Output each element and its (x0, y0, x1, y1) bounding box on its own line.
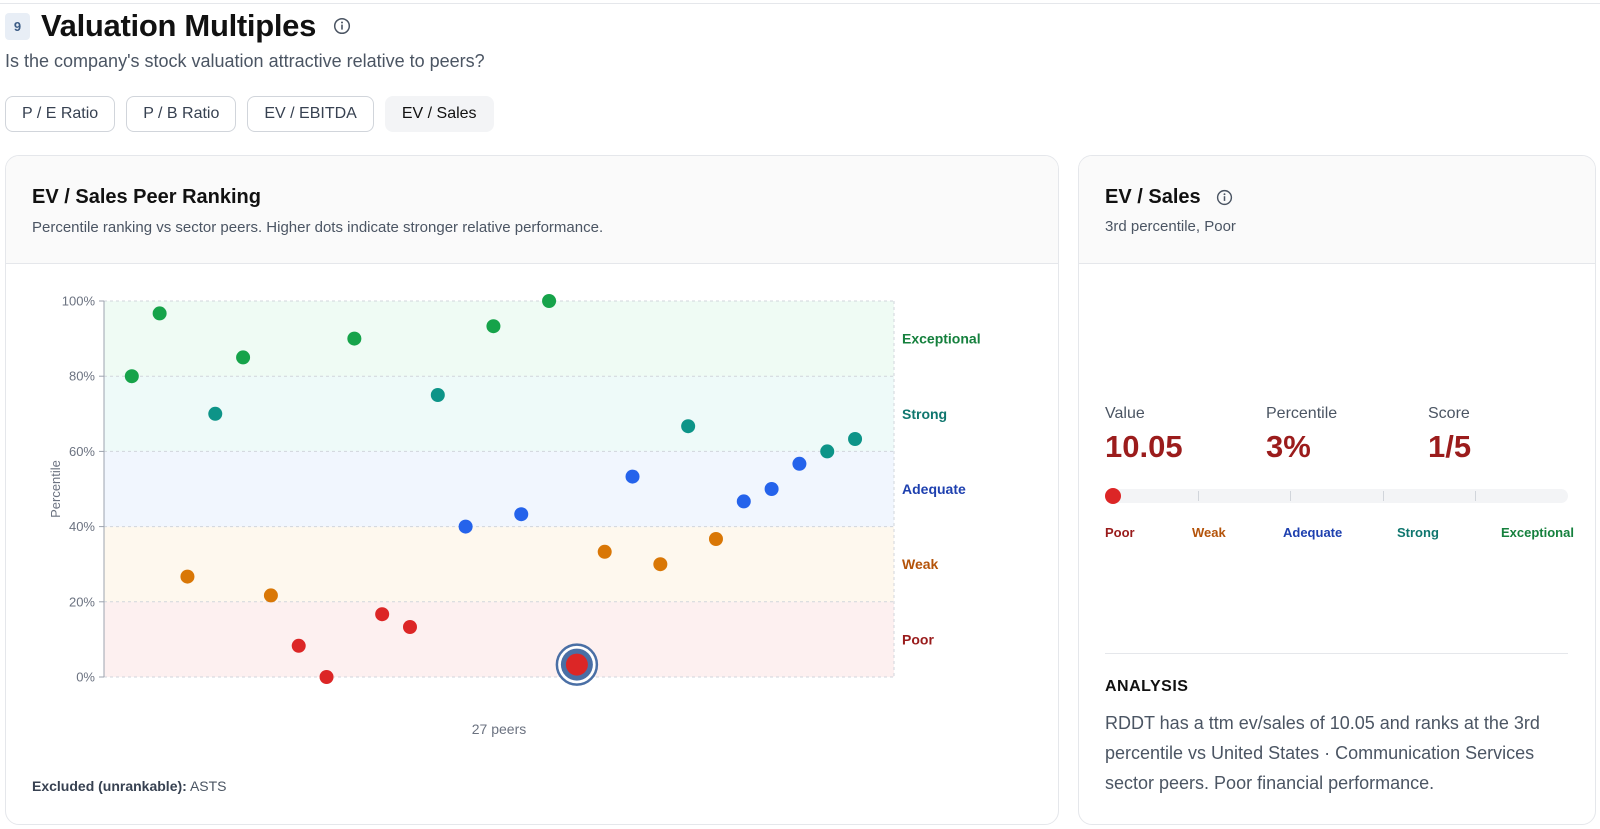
rank-label-adequate: Adequate (1283, 525, 1343, 540)
peer-dot (291, 638, 306, 653)
metric-value-number: 10.05 (1105, 429, 1183, 464)
metric-value: Value 10.05 (1105, 405, 1183, 465)
band-label-poor: Poor (902, 631, 934, 647)
metric-percentile-label: Percentile (1266, 405, 1338, 422)
peer-dot (736, 494, 751, 509)
peer-dot (486, 319, 501, 334)
x-axis-label: 27 peers (472, 721, 526, 737)
peer-dot (430, 388, 445, 402)
metric-detail-card: EV / Sales 3rd percentile, Poor Value 10… (1078, 155, 1596, 825)
metric-title-row: EV / Sales (1105, 186, 1233, 209)
y-tick-label: 60% (69, 444, 95, 459)
rank-label-strong: Strong (1397, 525, 1439, 540)
peer-ranking-description: Percentile ranking vs sector peers. High… (32, 219, 604, 236)
y-axis-label: Percentile (48, 460, 63, 518)
y-tick-label: 100% (62, 294, 96, 309)
section-number-badge: 9 (5, 12, 30, 40)
metric-score-number: 1/5 (1428, 429, 1472, 464)
tab-ev-sales[interactable]: EV / Sales (384, 96, 494, 132)
metric-percentile-number: 3% (1266, 429, 1311, 464)
tab-ev-ebitda[interactable]: EV / EBITDA (247, 96, 374, 132)
section-header: 9 Valuation Multiples (5, 8, 351, 44)
band-label-weak: Weak (902, 556, 939, 572)
peer-dot (263, 588, 278, 603)
peer-dot (597, 544, 612, 559)
section-title: Valuation Multiples (41, 8, 317, 43)
tab-pb-ratio[interactable]: P / B Ratio (126, 96, 237, 132)
metric-title: EV / Sales (1105, 186, 1201, 208)
excluded-value: ASTS (189, 778, 227, 794)
metric-value-label: Value (1105, 405, 1145, 422)
y-tick-label: 0% (76, 670, 95, 685)
metric-subtitle: 3rd percentile, Poor (1105, 218, 1236, 235)
rank-label-poor: Poor (1105, 525, 1135, 540)
peer-dot (458, 519, 473, 534)
info-icon[interactable] (1216, 189, 1233, 206)
band-label-adequate: Adequate (902, 481, 966, 497)
rank-scale-track (1105, 488, 1568, 504)
peer-dot (792, 456, 807, 471)
peer-dot (625, 469, 640, 484)
rank-scale-tick (1197, 491, 1199, 501)
peer-dot (180, 569, 195, 584)
analysis-divider (1105, 653, 1568, 654)
peer-ranking-chart: 0% 20% 40% 60% 80% 100% Percentile 27 peers Poor… (48, 294, 981, 738)
metric-score: Score 1/5 (1428, 405, 1471, 465)
rank-scale-tick (1290, 491, 1292, 501)
peer-dot (681, 419, 696, 434)
info-icon[interactable] (333, 17, 351, 35)
metric-detail-header: EV / Sales 3rd percentile, Poor (1079, 156, 1595, 264)
top-divider (0, 3, 1600, 4)
rank-scale-tick (1382, 491, 1384, 501)
y-tick-label: 20% (69, 594, 95, 609)
tab-pe-ratio[interactable]: P / E Ratio (5, 96, 116, 132)
excluded-note: Excluded (unrankable): ASTS (32, 778, 227, 794)
peer-dot (236, 350, 251, 365)
analysis-title: ANALYSIS (1105, 678, 1189, 695)
peer-ranking-header: EV / Sales Peer Ranking Percentile ranki… (6, 156, 1058, 264)
peer-dot (848, 431, 863, 446)
metric-score-label: Score (1428, 405, 1470, 422)
peer-dot (820, 444, 835, 459)
metric-tabs: P / E Ratio P / B Ratio EV / EBITDA EV /… (5, 96, 494, 132)
peer-dot (514, 507, 529, 522)
y-tick-label: 80% (69, 369, 95, 384)
rank-position-dot (1105, 488, 1121, 504)
peer-dot (319, 670, 334, 684)
peer-dot (347, 331, 362, 346)
metric-percentile: Percentile 3% (1266, 405, 1337, 465)
rank-scale-tick (1475, 491, 1477, 501)
peer-ranking-card: EV / Sales Peer Ranking Percentile ranki… (5, 155, 1059, 825)
peer-ranking-title: EV / Sales Peer Ranking (32, 186, 261, 208)
peer-dot (764, 482, 779, 496)
peer-dot (208, 406, 223, 421)
peer-dot (402, 619, 417, 634)
band-strong (104, 376, 894, 452)
rank-label-weak: Weak (1192, 525, 1226, 540)
peer-dot (542, 294, 557, 308)
band-exceptional (104, 301, 894, 377)
peer-dot (152, 306, 167, 321)
band-label-strong: Strong (902, 406, 947, 422)
band-adequate (104, 451, 894, 527)
peer-dot (653, 557, 668, 572)
band-label-exceptional: Exceptional (902, 331, 981, 347)
peer-dot (708, 532, 723, 547)
band-poor (104, 601, 894, 677)
peer-dot (375, 607, 390, 622)
band-weak (104, 526, 894, 602)
analysis-text: RDDT has a ttm ev/sales of 10.05 and ran… (1105, 713, 1540, 793)
section-subtitle: Is the company's stock valuation attract… (5, 51, 485, 71)
y-tick-label: 40% (69, 519, 95, 534)
company-dot (565, 653, 588, 676)
excluded-label: Excluded (unrankable): (32, 778, 187, 794)
rank-label-exceptional: Exceptional (1501, 525, 1574, 540)
peer-dot (124, 369, 139, 384)
